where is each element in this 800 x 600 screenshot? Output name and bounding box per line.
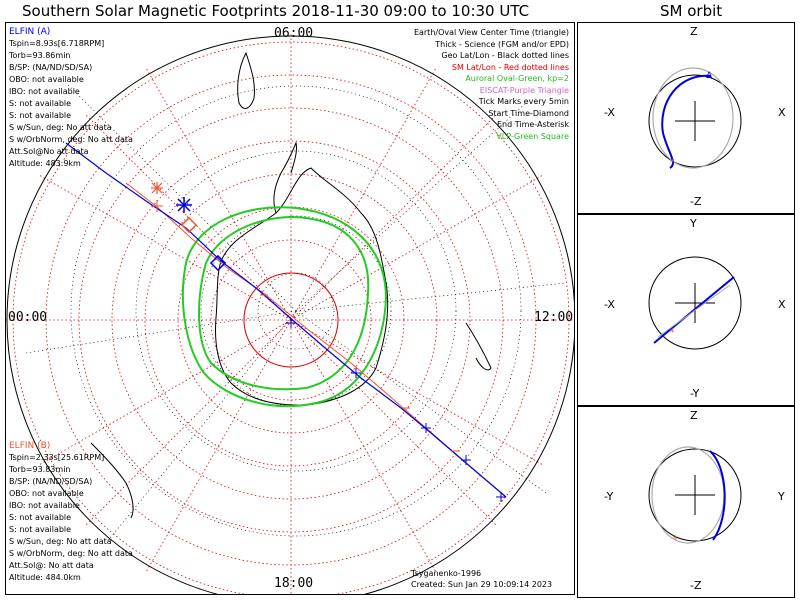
- credit-created: Created: Sun Jan 29 10:09:14 2023: [411, 580, 553, 589]
- probe-b-start-diamond: [180, 216, 198, 234]
- south-america-coastline: [237, 51, 255, 109]
- probe-b-line: S w/Sun, deg: No att data: [9, 537, 112, 546]
- probe-b-end-asterisk: [151, 182, 163, 194]
- probe-a-line: S: not available: [9, 99, 72, 108]
- footprint-map-panel: 06:00 00:00 12:00 18:00 ELFIN (A) Tspin=…: [5, 22, 575, 595]
- footprint-map: [6, 33, 574, 594]
- probe-b-line: IBO: not available: [9, 501, 80, 510]
- center-ring: [243, 272, 339, 368]
- probe-a-line: Tspin=8.93s[6.718RPM]: [9, 39, 105, 48]
- legend-entry: End Time-Asterisk: [496, 120, 569, 129]
- orbit-axis-down: -Z: [690, 579, 702, 592]
- svg-text:*: *: [670, 328, 675, 338]
- probe-a-ticks: [286, 318, 506, 502]
- orbit-axis-up: Y: [690, 217, 697, 230]
- orbit-axis-down: -Y: [690, 387, 700, 400]
- legend-entry: Thick - Science (FGM and/or EPD): [435, 39, 569, 49]
- legend-entry: Auroral Oval-Green, kp=2: [465, 74, 569, 83]
- probe-a-line: Att.Sol@No att data: [9, 147, 89, 156]
- antarctica-coastline: [215, 167, 389, 406]
- orbit-axis-down: -Z: [690, 195, 702, 208]
- legend-entry: SM Lat/Lon - Red dotted lines: [451, 62, 569, 72]
- hour-label-left: 00:00: [8, 310, 48, 325]
- legend-entry: Start Time-Diamond: [488, 108, 569, 118]
- hour-label-right: 12:00: [534, 310, 574, 325]
- probe-a-line: B/SP: (NA/ND/SD/SA): [9, 63, 93, 72]
- probe-a-line: Altitude: 483.9km: [9, 159, 81, 168]
- africa-coastline: [90, 442, 134, 519]
- legend-entry: VLP-Green Square: [496, 131, 569, 141]
- probe-a-info: ELFIN (A) Tspin=8.93s[6.718RPM] Torb=93.…: [9, 26, 133, 170]
- probe-b-line: S: not available: [9, 525, 72, 534]
- orbit-axis-left: -Y: [604, 490, 614, 503]
- probe-b-name: ELFIN (B): [9, 441, 51, 451]
- map-legend: Earth/Oval View Center Time (triangle) T…: [414, 27, 569, 142]
- probe-b-line: S: not available: [9, 513, 72, 522]
- svg-text:*: *: [673, 535, 678, 545]
- probe-a-end-asterisk: [176, 197, 192, 213]
- legend-entry: EISCAT-Purple Triangle: [479, 85, 569, 95]
- new-zealand-coastline: [465, 322, 492, 371]
- orbit-panel-xy: * Y -Y -X X: [577, 214, 795, 406]
- probe-a-line: OBO: not available: [9, 75, 84, 84]
- antarctic-peninsula: [273, 141, 297, 214]
- map-boundary: [6, 35, 574, 594]
- probe-b-line: B/SP: (NA/ND/SD/SA): [9, 477, 93, 486]
- auroral-oval: [181, 206, 388, 408]
- probe-b-line: OBO: not available: [9, 489, 84, 498]
- sm-longitude-grid: [6, 33, 574, 594]
- orbit-title: SM orbit: [660, 2, 723, 20]
- probe-b-line: S w/OrbNorm, deg: No att data: [9, 549, 133, 558]
- probe-b-line: Altitude: 484.0km: [9, 573, 81, 582]
- orbit-axis-up: Z: [690, 25, 698, 38]
- orbit-plot-xy: *: [648, 256, 742, 350]
- orbit-plot-xz: Δ *: [648, 67, 742, 169]
- page-title: Southern Solar Magnetic Footprints 2018-…: [22, 2, 530, 20]
- orbit-axis-right: X: [778, 106, 786, 119]
- probe-a-line: Torb=93.86min: [9, 51, 71, 60]
- hour-label-bottom: 18:00: [274, 576, 314, 591]
- orbit-axis-up: Z: [690, 409, 698, 422]
- probe-a-line: S w/Sun, deg: No att data: [9, 123, 112, 132]
- probe-a-line: IBO: not available: [9, 87, 80, 96]
- probe-a-start-diamond: [209, 254, 227, 272]
- orbit-panel-xz: Δ * Z -Z -X X: [577, 22, 795, 214]
- probe-b-line: Torb=93.83min: [9, 465, 71, 474]
- legend-entry: Geo Lat/Lon - Black dotted lines: [441, 51, 569, 60]
- orbit-panel-yz: * Z -Z -Y Y: [577, 406, 795, 598]
- probe-b-line: Att.Sol@: No att data: [9, 561, 94, 570]
- hour-label-top: 06:00: [274, 26, 314, 41]
- credit-author: Tsyganenko-1996: [411, 569, 482, 578]
- svg-text:Δ: Δ: [706, 71, 713, 81]
- legend-entry: Earth/Oval View Center Time (triangle): [413, 28, 569, 37]
- legend-entry: Tick Marks every 5min: [478, 97, 569, 106]
- probe-a-name: ELFIN (A): [9, 27, 51, 37]
- orbit-axis-left: -X: [604, 298, 615, 311]
- probe-a-line: S w/OrbNorm, deg: No att data: [9, 135, 133, 144]
- probe-b-ticks: [151, 200, 460, 452]
- orbit-axis-right: X: [778, 298, 786, 311]
- orbit-plot-yz: *: [648, 446, 742, 545]
- orbit-axis-right: Y: [778, 490, 785, 503]
- probe-a-line: S: not available: [9, 111, 72, 120]
- orbit-axis-left: -X: [604, 106, 615, 119]
- probe-b-info: ELFIN (B) Tspin=2.33s[25.61RPM] Torb=93.…: [9, 440, 133, 584]
- svg-text:*: *: [670, 158, 675, 168]
- probe-b-line: Tspin=2.33s[25.61RPM]: [9, 453, 105, 462]
